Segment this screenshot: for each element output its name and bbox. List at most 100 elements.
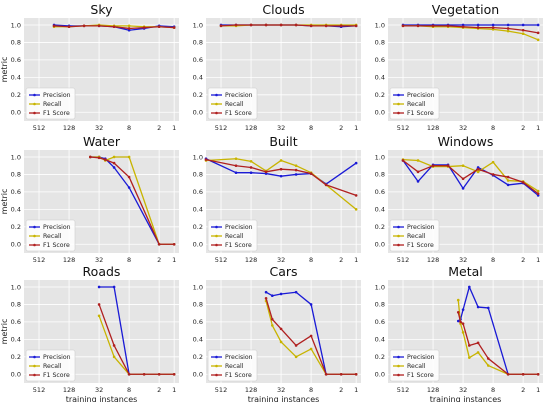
- series-line: [265, 298, 357, 375]
- subplot-title: Built: [269, 134, 297, 149]
- data-point: [264, 170, 268, 174]
- legend-box: [25, 87, 76, 120]
- x-tick-label: 8: [309, 256, 313, 264]
- data-point: [339, 372, 343, 376]
- data-point: [416, 170, 420, 174]
- x-tick-label: 1: [172, 124, 176, 132]
- data-point: [112, 355, 116, 359]
- legend-marker: [397, 373, 400, 377]
- x-tick-label: 128: [245, 386, 257, 394]
- data-point: [536, 38, 540, 42]
- data-point: [172, 372, 176, 376]
- data-point: [88, 155, 92, 159]
- y-tick-label: 1.0: [375, 21, 385, 29]
- legend-marker: [33, 93, 36, 97]
- y-tick-label: 0.2: [375, 353, 385, 361]
- data-point: [127, 155, 131, 159]
- series-f1-score: [97, 303, 176, 376]
- legend-label: F1 Score: [407, 110, 434, 117]
- legend-label: F1 Score: [407, 242, 434, 249]
- data-point: [249, 160, 253, 163]
- y-tick-label: 0.6: [375, 318, 385, 326]
- data-point: [416, 159, 420, 162]
- data-point: [476, 167, 480, 171]
- data-point: [456, 298, 460, 302]
- data-point: [127, 186, 131, 189]
- legend-marker: [397, 355, 400, 359]
- data-point: [354, 161, 358, 165]
- series-f1-score: [456, 310, 540, 376]
- y-tick-label: 0.0: [11, 109, 21, 117]
- legend-label: Recall: [407, 363, 426, 370]
- y-tick-label: 0.0: [11, 241, 21, 249]
- legend-marker: [33, 243, 36, 247]
- legend-label: F1 Score: [225, 242, 252, 249]
- subplot-metal: 512 128 32 8 2 1 0.0 0.2 0.4 0.6 0.8 1.0 Metal traini…: [375, 264, 543, 404]
- data-point: [309, 334, 313, 338]
- data-point: [234, 164, 238, 168]
- y-tick-label: 0.8: [11, 301, 21, 309]
- data-point: [249, 166, 253, 169]
- legend-box: [207, 349, 258, 382]
- series-line: [98, 304, 175, 375]
- y-tick-label: 0.0: [193, 109, 203, 117]
- data-point: [461, 164, 465, 168]
- data-point: [506, 27, 510, 30]
- x-tick-label: 2: [339, 386, 343, 394]
- data-point: [309, 303, 313, 306]
- series-line: [220, 24, 357, 27]
- legend-box: [207, 87, 258, 120]
- legend-label: Precision: [225, 224, 253, 231]
- y-tick-label: 0.8: [11, 39, 21, 47]
- data-point: [112, 166, 116, 169]
- data-point: [461, 331, 465, 334]
- data-point: [461, 25, 465, 29]
- subplot-title: Clouds: [262, 2, 304, 17]
- data-point: [97, 314, 101, 318]
- data-point: [279, 159, 283, 162]
- data-point: [521, 32, 525, 36]
- data-point: [294, 164, 298, 168]
- x-tick-label: 1: [354, 124, 358, 132]
- data-point: [461, 177, 465, 181]
- legend-label: Precision: [43, 224, 71, 231]
- data-point: [294, 355, 298, 359]
- legend-marker: [33, 111, 36, 115]
- data-point: [521, 28, 525, 32]
- data-point: [339, 24, 343, 28]
- data-point: [294, 168, 298, 172]
- data-point: [354, 24, 358, 28]
- x-tick-label: 1: [354, 386, 358, 394]
- data-point: [264, 297, 268, 300]
- y-axis-label: metric: [0, 189, 9, 215]
- legend-marker: [33, 355, 36, 359]
- x-tick-label: 8: [491, 256, 495, 264]
- data-point: [476, 170, 480, 174]
- data-point: [294, 173, 298, 176]
- data-point: [401, 24, 405, 28]
- x-tick-label: 8: [309, 386, 313, 394]
- y-tick-label: 0.0: [375, 371, 385, 379]
- x-tick-label: 32: [277, 124, 285, 132]
- data-point: [97, 24, 101, 28]
- legend-label: F1 Score: [43, 110, 70, 117]
- y-tick-label: 1.0: [375, 283, 385, 291]
- data-point: [294, 23, 298, 27]
- series-line: [402, 159, 539, 195]
- data-point: [506, 29, 510, 33]
- legend-box: [389, 349, 440, 382]
- y-tick-label: 0.8: [375, 301, 385, 309]
- y-tick-label: 0.8: [375, 39, 385, 47]
- data-point: [461, 308, 465, 311]
- data-point: [309, 24, 313, 28]
- data-point: [431, 164, 435, 168]
- x-tick-label: 2: [521, 386, 525, 394]
- y-tick-label: 0.6: [375, 56, 385, 64]
- legend-box: [389, 87, 440, 120]
- x-tick-label: 512: [215, 386, 227, 394]
- y-tick-label: 0.8: [193, 171, 203, 179]
- legend-label: F1 Score: [407, 372, 434, 379]
- data-point: [112, 161, 116, 165]
- data-point: [279, 167, 283, 171]
